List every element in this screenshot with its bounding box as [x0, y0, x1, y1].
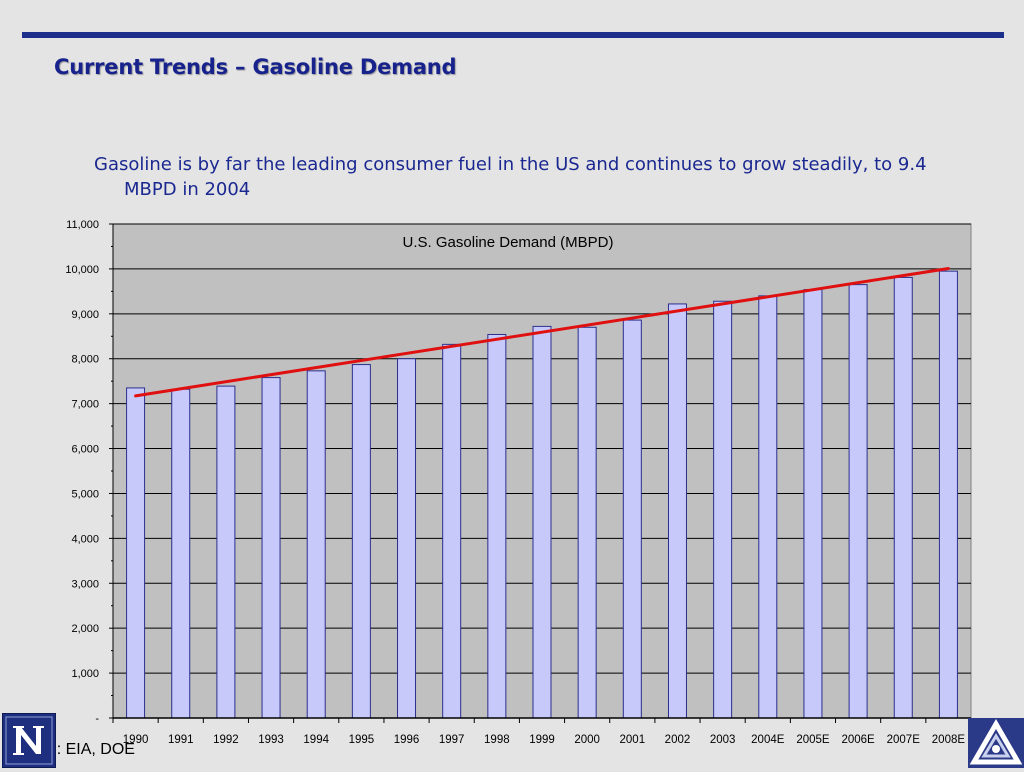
bar-2004E	[758, 295, 778, 719]
x-tick-label: 1990	[123, 734, 149, 746]
triangle-emblem-icon	[968, 718, 1024, 768]
y-tick-label: 5,000	[71, 488, 99, 500]
bar-2007E	[893, 276, 913, 719]
bar-2001	[622, 319, 642, 719]
slide-title: Current Trends – Gasoline Demand	[54, 55, 457, 79]
top-accent-bar	[22, 32, 1004, 38]
x-tick-label: 1992	[213, 734, 239, 746]
y-tick-label: 6,000	[71, 444, 99, 456]
bar-2005E	[803, 289, 823, 719]
bar-2006E	[848, 284, 868, 719]
x-tick-label: 2003	[710, 734, 736, 746]
y-tick-label: 10,000	[65, 264, 99, 276]
bar-2008E	[938, 270, 958, 719]
x-tick-label: 2006E	[841, 734, 875, 746]
x-tick-label: 1997	[439, 734, 465, 746]
bar-2000	[577, 326, 597, 719]
slide-subtitle: Gasoline is by far the leading consumer …	[94, 154, 927, 200]
x-tick-label: 1999	[529, 734, 555, 746]
x-tick-label: 2005E	[796, 734, 830, 746]
bar-1990	[126, 387, 146, 719]
x-tick-label: 1994	[303, 734, 329, 746]
bar-1994	[306, 370, 326, 719]
bar-1992	[216, 385, 236, 719]
bar-1998	[487, 333, 507, 719]
bar-1993	[261, 377, 281, 719]
x-tick-label: 1996	[394, 734, 420, 746]
y-tick-label: 8,000	[71, 354, 99, 366]
x-tick-label: 2001	[620, 734, 646, 746]
x-tick-label: 1991	[168, 734, 194, 746]
x-tick-label: 2000	[574, 734, 600, 746]
x-tick-label: 1998	[484, 734, 510, 746]
y-tick-label: 2,000	[71, 623, 99, 635]
y-tick-label: 9,000	[71, 309, 99, 321]
nevada-n-logo-icon	[2, 713, 56, 768]
y-tick-label: 7,000	[71, 399, 99, 411]
x-tick-label: 1995	[349, 734, 375, 746]
y-tick-label: 11,000	[66, 219, 99, 231]
y-tick-label: 1,000	[71, 668, 99, 680]
x-tick-label: 1993	[258, 734, 284, 746]
bar-1995	[351, 364, 371, 719]
bar-1991	[171, 388, 191, 719]
y-tick-label: 4,000	[71, 533, 99, 545]
x-tick-label: 2002	[665, 734, 691, 746]
bar-1997	[442, 343, 462, 719]
y-tick-label: -	[95, 713, 99, 725]
bar-1996	[397, 358, 417, 719]
bar-2003	[713, 300, 733, 719]
chart-title: U.S. Gasoline Demand (MBPD)	[403, 234, 614, 251]
bar-2002	[667, 303, 687, 719]
trendline	[134, 267, 950, 398]
bar-1999	[532, 325, 552, 719]
x-tick-label: 2004E	[751, 734, 785, 746]
x-tick-label: 2008E	[932, 734, 966, 746]
x-tick-label: 2007E	[887, 734, 921, 746]
y-tick-label: 3,000	[71, 578, 99, 590]
